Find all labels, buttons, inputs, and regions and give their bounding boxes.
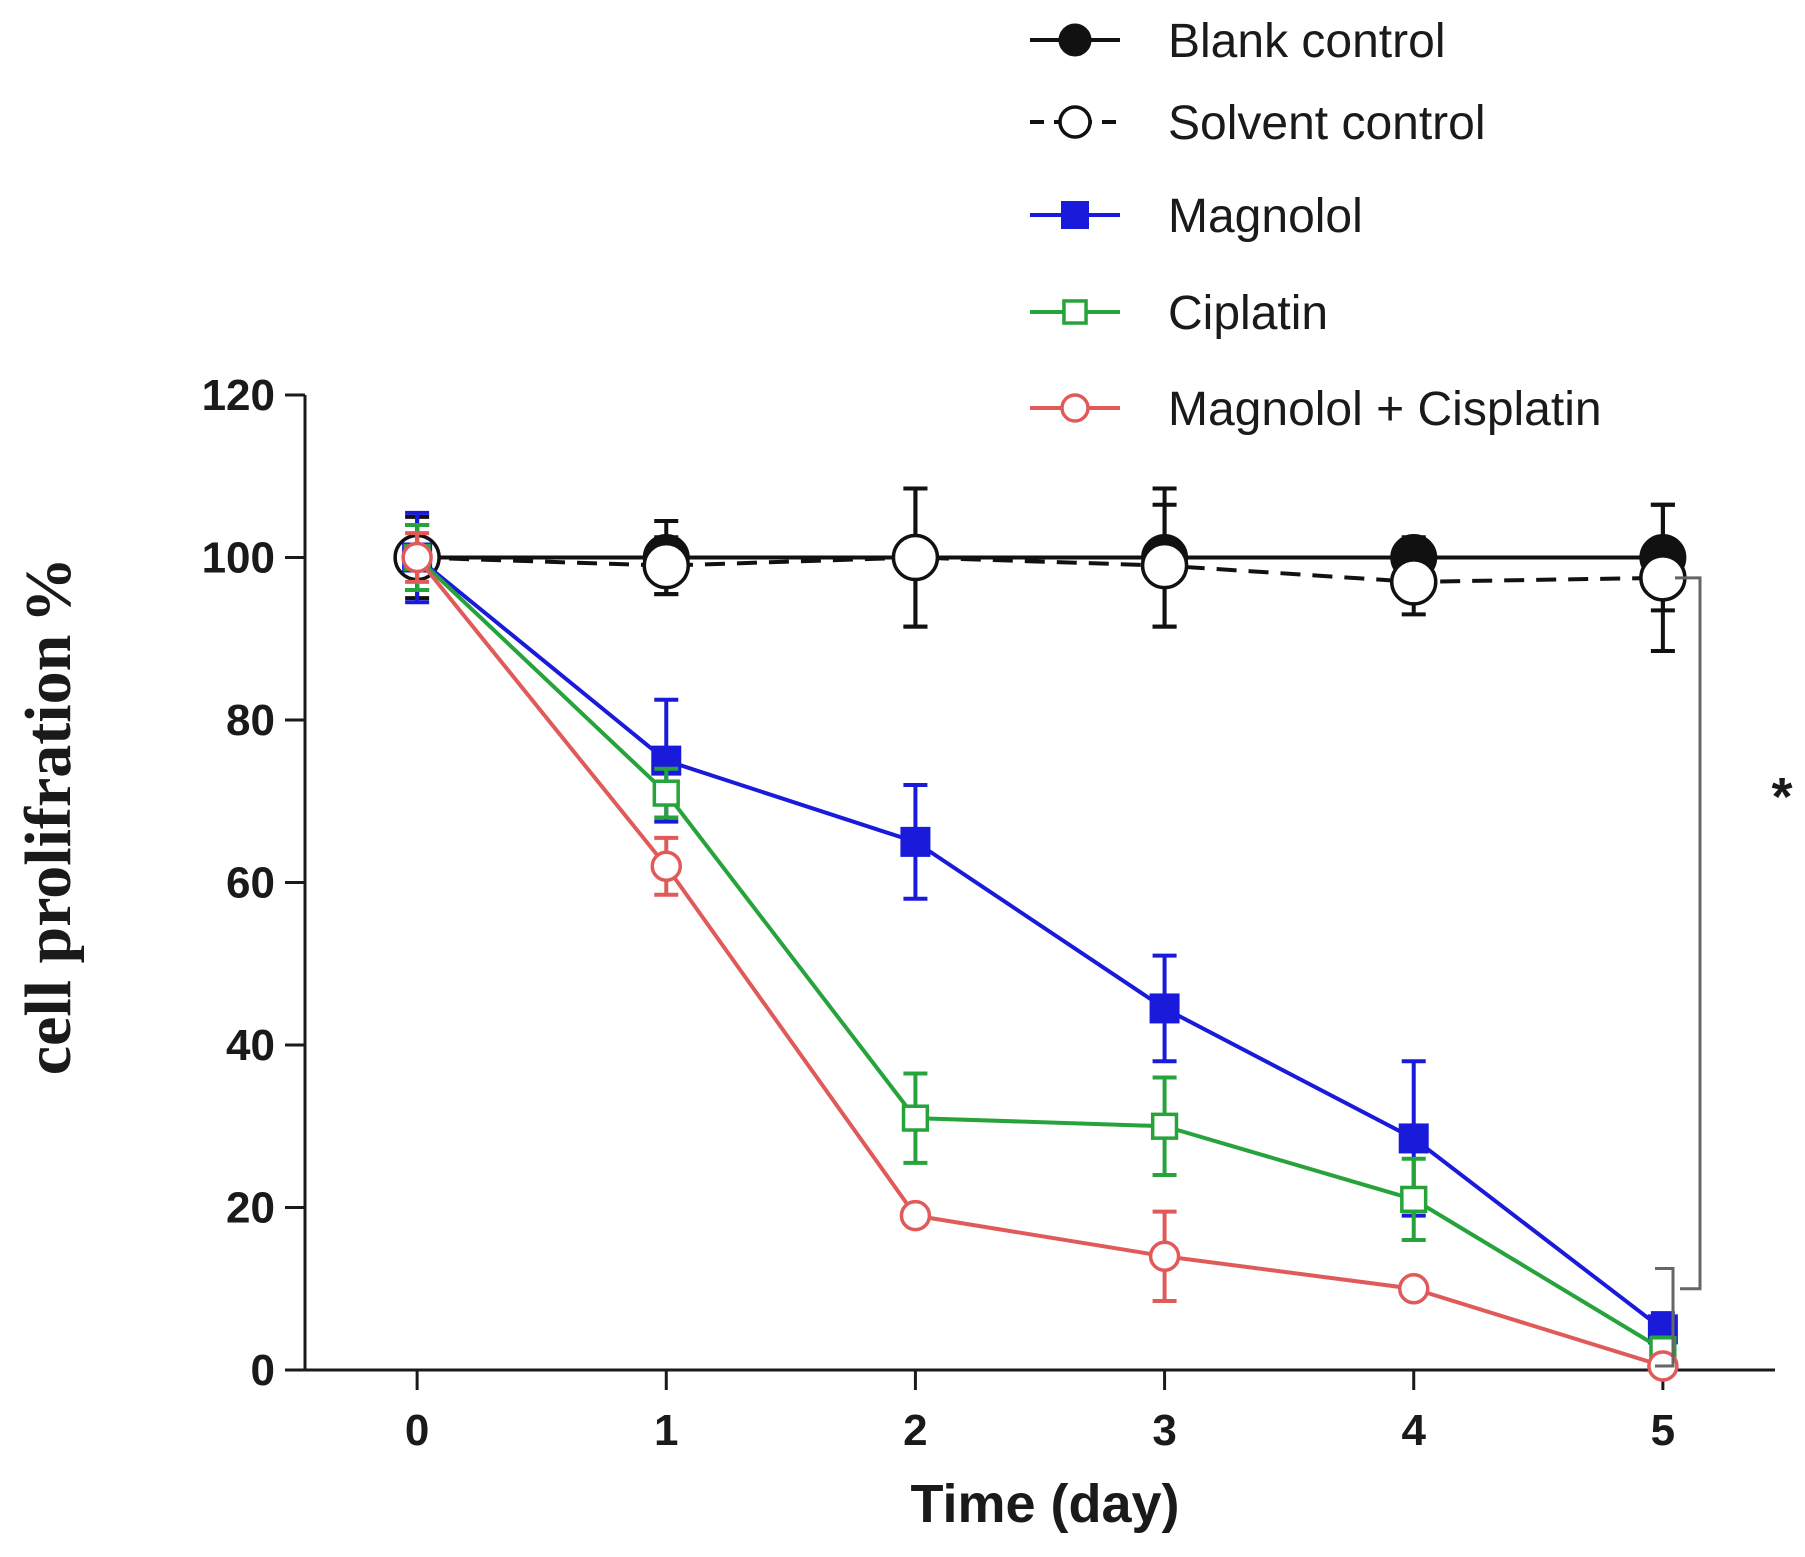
x-tick-label: 0 — [405, 1406, 429, 1455]
y-tick-label: 100 — [202, 534, 275, 583]
data-point — [1150, 1112, 1179, 1140]
data-point — [1389, 558, 1438, 606]
legend-marker — [1061, 201, 1089, 229]
legend-marker — [1058, 23, 1092, 57]
series-line — [417, 555, 1663, 584]
significance-label: * — [1771, 767, 1792, 827]
legend-label: Magnolol + Cisplatin — [1168, 383, 1602, 436]
legend-item: Magnolol — [1030, 190, 1363, 243]
x-axis-ticks: 0 1 2 3 4 5 — [405, 1370, 1675, 1455]
legend-item: Ciplatin — [1030, 287, 1328, 340]
series-line — [415, 556, 1664, 1368]
data-point — [1400, 1185, 1428, 1214]
bracket-small — [1655, 1266, 1675, 1368]
legend-marker — [1060, 393, 1090, 423]
significance-brackets — [1655, 576, 1702, 1368]
x-axis-title: Time (day) — [910, 1474, 1179, 1534]
legend-label: Magnolol — [1168, 190, 1363, 243]
legend-label: Solvent control — [1168, 97, 1486, 150]
x-tick-label: 3 — [1152, 1406, 1176, 1455]
y-tick-label: 120 — [202, 371, 275, 420]
series-blank-control — [393, 486, 1687, 629]
series-layer — [393, 486, 1687, 1382]
data-point — [1140, 541, 1189, 590]
y-tick-label: 0 — [251, 1346, 275, 1395]
y-axis-title: cell prolifration — [12, 635, 85, 1076]
series-magnolol-cisplatin — [401, 531, 1679, 1382]
x-tick-label: 5 — [1651, 1406, 1675, 1455]
data-point — [901, 1104, 930, 1132]
data-point — [1398, 1123, 1429, 1154]
y-axis-ticks: 0 20 40 60 80 100 120 — [202, 371, 305, 1395]
x-tick-label: 4 — [1401, 1406, 1426, 1455]
data-point — [650, 850, 683, 882]
data-point — [899, 1199, 932, 1232]
series-magnolol — [402, 510, 1678, 1348]
y-tick-label: 20 — [226, 1184, 275, 1233]
series-line — [415, 556, 1664, 1352]
legend-marker — [1058, 105, 1092, 139]
y-tick-label: 60 — [226, 859, 275, 908]
y-tick-label: 80 — [226, 696, 275, 745]
legend-item: Magnolol + Cisplatin — [1030, 383, 1602, 436]
bracket-main — [1675, 576, 1702, 1291]
data-point — [652, 779, 680, 807]
y-axis-unit: % — [12, 557, 85, 623]
data-point — [1148, 1240, 1181, 1272]
data-point — [642, 541, 691, 590]
data-point — [900, 826, 931, 857]
legend-label: Ciplatin — [1168, 287, 1328, 340]
legend-item: Blank control — [1030, 15, 1445, 68]
data-point — [891, 533, 940, 582]
x-tick-label: 1 — [654, 1406, 678, 1455]
legend: Blank control Solvent control Magnolol Cipl… — [1030, 15, 1602, 436]
data-point — [1149, 993, 1180, 1024]
axes — [303, 395, 1775, 1372]
x-tick-label: 2 — [903, 1406, 927, 1455]
y-tick-label: 40 — [226, 1021, 275, 1070]
data-point — [401, 541, 433, 574]
legend-label: Blank control — [1168, 15, 1445, 68]
legend-marker — [1062, 299, 1088, 325]
data-point — [1397, 1273, 1430, 1305]
legend-item: Solvent control — [1030, 97, 1486, 150]
series-solvent-control — [393, 486, 1687, 653]
series-line — [415, 555, 1665, 1331]
